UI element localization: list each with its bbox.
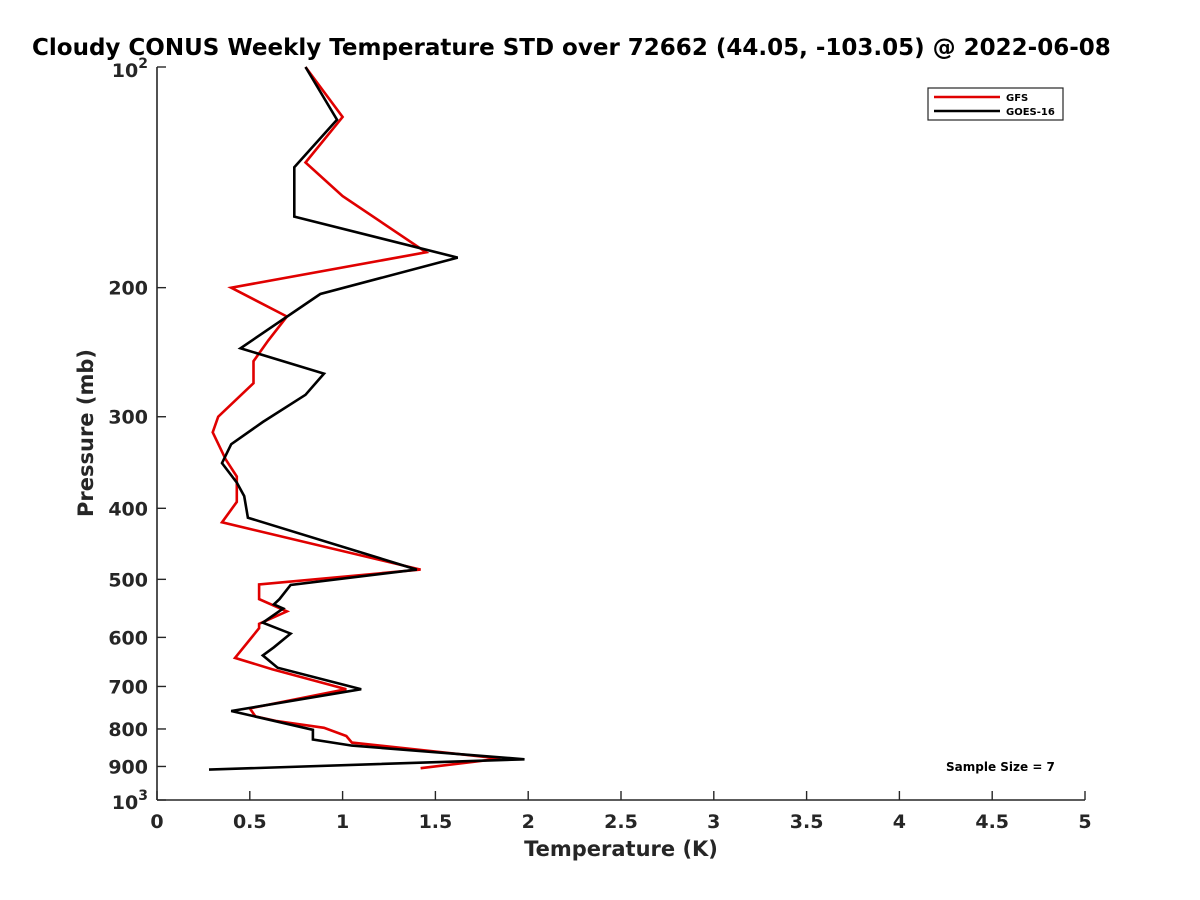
x-tick-label: 2.5 [604,811,638,833]
series-layer [208,66,525,771]
legend-label-gfs: GFS [1006,93,1028,104]
y-tick-label: 700 [108,676,148,698]
x-tick-label: 1 [336,811,349,833]
x-ticks: 0 0.5 1 1.5 2 2.5 3 3.5 4 4.5 5 [150,791,1092,833]
x-tick-label: 3.5 [790,811,824,833]
y-axis-label: Pressure (mb) [74,349,98,517]
x-tick-label: 1.5 [419,811,453,833]
y-tick-label: 500 [108,569,148,591]
x-tick-label: 2 [522,811,535,833]
legend-box [927,87,1064,121]
x-tick-label: 4 [893,811,906,833]
chart-title: Cloudy CONUS Weekly Temperature STD over… [32,35,1111,61]
y-tick-base: 10 [112,792,138,814]
series-line-goes-16 [208,66,525,771]
x-tick-label: 0 [150,811,163,833]
x-tick-label: 4.5 [975,811,1009,833]
legend: GFS GOES-16 [927,87,1064,121]
x-tick-label: 3 [707,811,720,833]
y-tick-label: 102 [112,56,148,82]
sample-size-annotation: Sample Size = 7 [946,760,1055,774]
y-tick-exponent: 3 [138,788,148,804]
y-tick-label: 400 [108,498,148,520]
y-tick-label: 300 [108,407,148,429]
y-tick-exponent: 2 [138,56,148,72]
x-tick-label: 5 [1078,811,1091,833]
x-tick-label: 0.5 [233,811,267,833]
x-axis-label: Temperature (K) [524,837,718,861]
legend-label-goes-16: GOES-16 [1006,107,1055,118]
y-tick-label: 600 [108,627,148,649]
y-tick-label: 200 [108,278,148,300]
y-tick-base: 10 [112,60,138,82]
y-tick-label: 900 [108,756,148,778]
y-tick-label: 800 [108,719,148,741]
y-tick-label: 103 [112,788,148,814]
